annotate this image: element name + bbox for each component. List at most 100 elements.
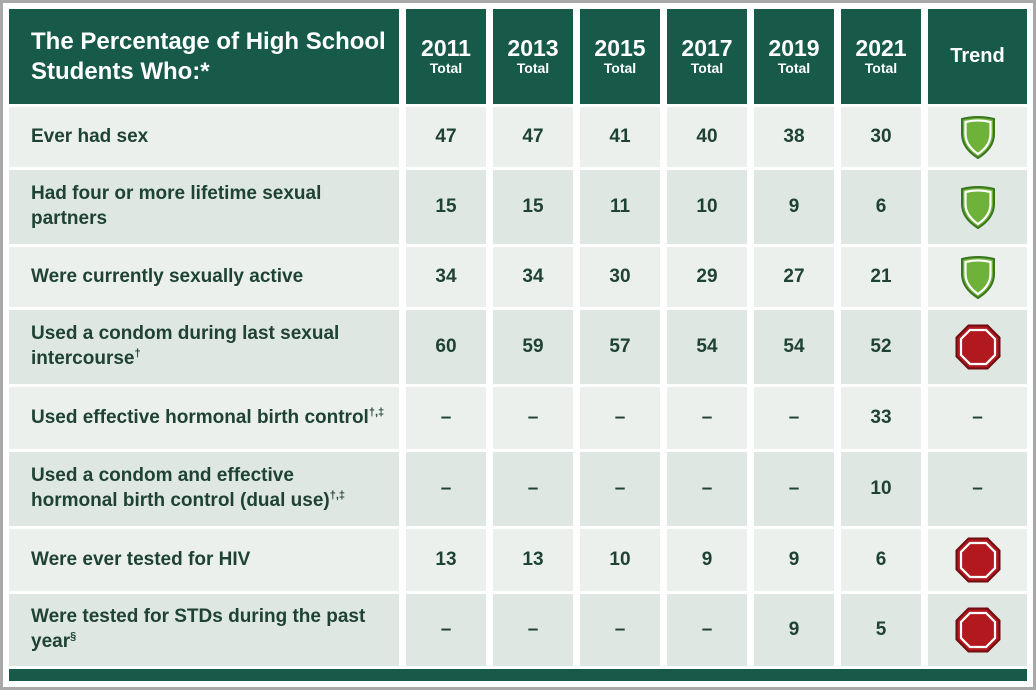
total-sublabel: Total bbox=[429, 60, 463, 77]
year-label: 2019 bbox=[768, 35, 820, 62]
improvement-shield-icon bbox=[960, 186, 995, 230]
value-cell: 52 bbox=[841, 310, 921, 384]
value-cell: – bbox=[754, 452, 834, 526]
trend-cell: – bbox=[928, 387, 1027, 449]
value-cell: 38 bbox=[754, 107, 834, 167]
trend-cell: – bbox=[928, 310, 1027, 384]
table-title-cell: The Percentage of High School Students W… bbox=[9, 9, 399, 104]
row-label-cell: Were currently sexually active bbox=[9, 247, 399, 307]
value-cell: 54 bbox=[667, 310, 747, 384]
value-cell: – bbox=[493, 387, 573, 449]
trend-cell: – bbox=[928, 594, 1027, 666]
row-label: Were ever tested for HIV bbox=[31, 548, 251, 570]
value-cell: – bbox=[580, 387, 660, 449]
year-label: 2011 bbox=[421, 35, 471, 62]
row-label: Were tested for STDs during the past yea… bbox=[31, 606, 366, 652]
value-cell: 6 bbox=[841, 170, 921, 244]
value-cell: 10 bbox=[580, 529, 660, 591]
value-cell: 6 bbox=[841, 529, 921, 591]
row-label: Were currently sexually active bbox=[31, 265, 304, 287]
column-header-2011: 2011 Total bbox=[406, 9, 486, 104]
value-cell: 10 bbox=[841, 452, 921, 526]
value-cell: 15 bbox=[406, 170, 486, 244]
improvement-shield-icon bbox=[960, 116, 995, 160]
table-bottom-bar bbox=[9, 669, 1027, 681]
row-label-cell: Were ever tested for HIV bbox=[9, 529, 399, 591]
value-cell: 54 bbox=[754, 310, 834, 384]
stop-octagon-icon bbox=[955, 607, 1000, 653]
value-cell: – bbox=[667, 594, 747, 666]
stop-octagon-icon bbox=[955, 324, 1000, 370]
value-cell: – bbox=[406, 594, 486, 666]
table-title: The Percentage of High School Students W… bbox=[31, 27, 386, 85]
row-label: Ever had sex bbox=[31, 125, 149, 147]
year-label: 2021 bbox=[855, 35, 907, 62]
value-cell: 11 bbox=[580, 170, 660, 244]
value-cell: 27 bbox=[754, 247, 834, 307]
no-trend-dash: – bbox=[972, 407, 983, 428]
total-sublabel: Total bbox=[603, 60, 637, 77]
trend-cell: – bbox=[928, 452, 1027, 526]
column-header-trend: Trend bbox=[928, 9, 1027, 104]
stop-octagon-icon bbox=[955, 537, 1000, 583]
value-cell: 30 bbox=[580, 247, 660, 307]
value-cell: 30 bbox=[841, 107, 921, 167]
value-cell: 9 bbox=[754, 170, 834, 244]
column-header-2015: 2015 Total bbox=[580, 9, 660, 104]
total-sublabel: Total bbox=[690, 60, 724, 77]
value-cell: – bbox=[667, 452, 747, 526]
footnote-marker: § bbox=[70, 630, 77, 643]
value-cell: 47 bbox=[406, 107, 486, 167]
value-cell: – bbox=[667, 387, 747, 449]
row-label-cell: Used a condom during last sexual interco… bbox=[9, 310, 399, 384]
value-cell: 29 bbox=[667, 247, 747, 307]
column-header-2017: 2017 Total bbox=[667, 9, 747, 104]
value-cell: – bbox=[406, 452, 486, 526]
column-header-2021: 2021 Total bbox=[841, 9, 921, 104]
trend-cell: – bbox=[928, 529, 1027, 591]
value-cell: 15 bbox=[493, 170, 573, 244]
value-cell: 33 bbox=[841, 387, 921, 449]
row-label: Used a condom during last sexual interco… bbox=[31, 323, 340, 369]
trend-cell: – bbox=[928, 170, 1027, 244]
trend-cell: – bbox=[928, 247, 1027, 307]
row-label-cell: Ever had sex bbox=[9, 107, 399, 167]
footnote-marker: †,‡ bbox=[329, 489, 346, 502]
footnote-marker: † bbox=[134, 347, 141, 360]
year-label: 2017 bbox=[681, 35, 733, 62]
value-cell: 59 bbox=[493, 310, 573, 384]
value-cell: – bbox=[406, 387, 486, 449]
value-cell: 47 bbox=[493, 107, 573, 167]
row-label: Used a condom and effective hormonal bir… bbox=[31, 465, 346, 511]
trend-cell: – bbox=[928, 107, 1027, 167]
yrbs-sexual-behavior-table: The Percentage of High School Students W… bbox=[9, 9, 1027, 681]
value-cell: 21 bbox=[841, 247, 921, 307]
row-label-cell: Had four or more lifetime sexual partner… bbox=[9, 170, 399, 244]
row-label: Had four or more lifetime sexual partner… bbox=[31, 183, 322, 229]
value-cell: – bbox=[493, 594, 573, 666]
year-label: 2015 bbox=[594, 35, 646, 62]
row-label-cell: Used a condom and effective hormonal bir… bbox=[9, 452, 399, 526]
footnote-marker: †,‡ bbox=[368, 406, 385, 419]
row-label: Used effective hormonal birth control†,‡ bbox=[31, 406, 385, 428]
row-label-cell: Were tested for STDs during the past yea… bbox=[9, 594, 399, 666]
value-cell: 9 bbox=[667, 529, 747, 591]
year-label: 2013 bbox=[507, 35, 559, 62]
row-label-cell: Used effective hormonal birth control†,‡ bbox=[9, 387, 399, 449]
column-header-2019: 2019 Total bbox=[754, 9, 834, 104]
column-header-2013: 2013 Total bbox=[493, 9, 573, 104]
value-cell: 60 bbox=[406, 310, 486, 384]
value-cell: 13 bbox=[493, 529, 573, 591]
total-sublabel: Total bbox=[516, 60, 550, 77]
improvement-shield-icon bbox=[960, 256, 995, 300]
value-cell: 9 bbox=[754, 594, 834, 666]
value-cell: 5 bbox=[841, 594, 921, 666]
value-cell: 40 bbox=[667, 107, 747, 167]
value-cell: 10 bbox=[667, 170, 747, 244]
value-cell: – bbox=[493, 452, 573, 526]
value-cell: – bbox=[580, 452, 660, 526]
total-sublabel: Total bbox=[864, 60, 898, 77]
value-cell: 57 bbox=[580, 310, 660, 384]
value-cell: 34 bbox=[493, 247, 573, 307]
